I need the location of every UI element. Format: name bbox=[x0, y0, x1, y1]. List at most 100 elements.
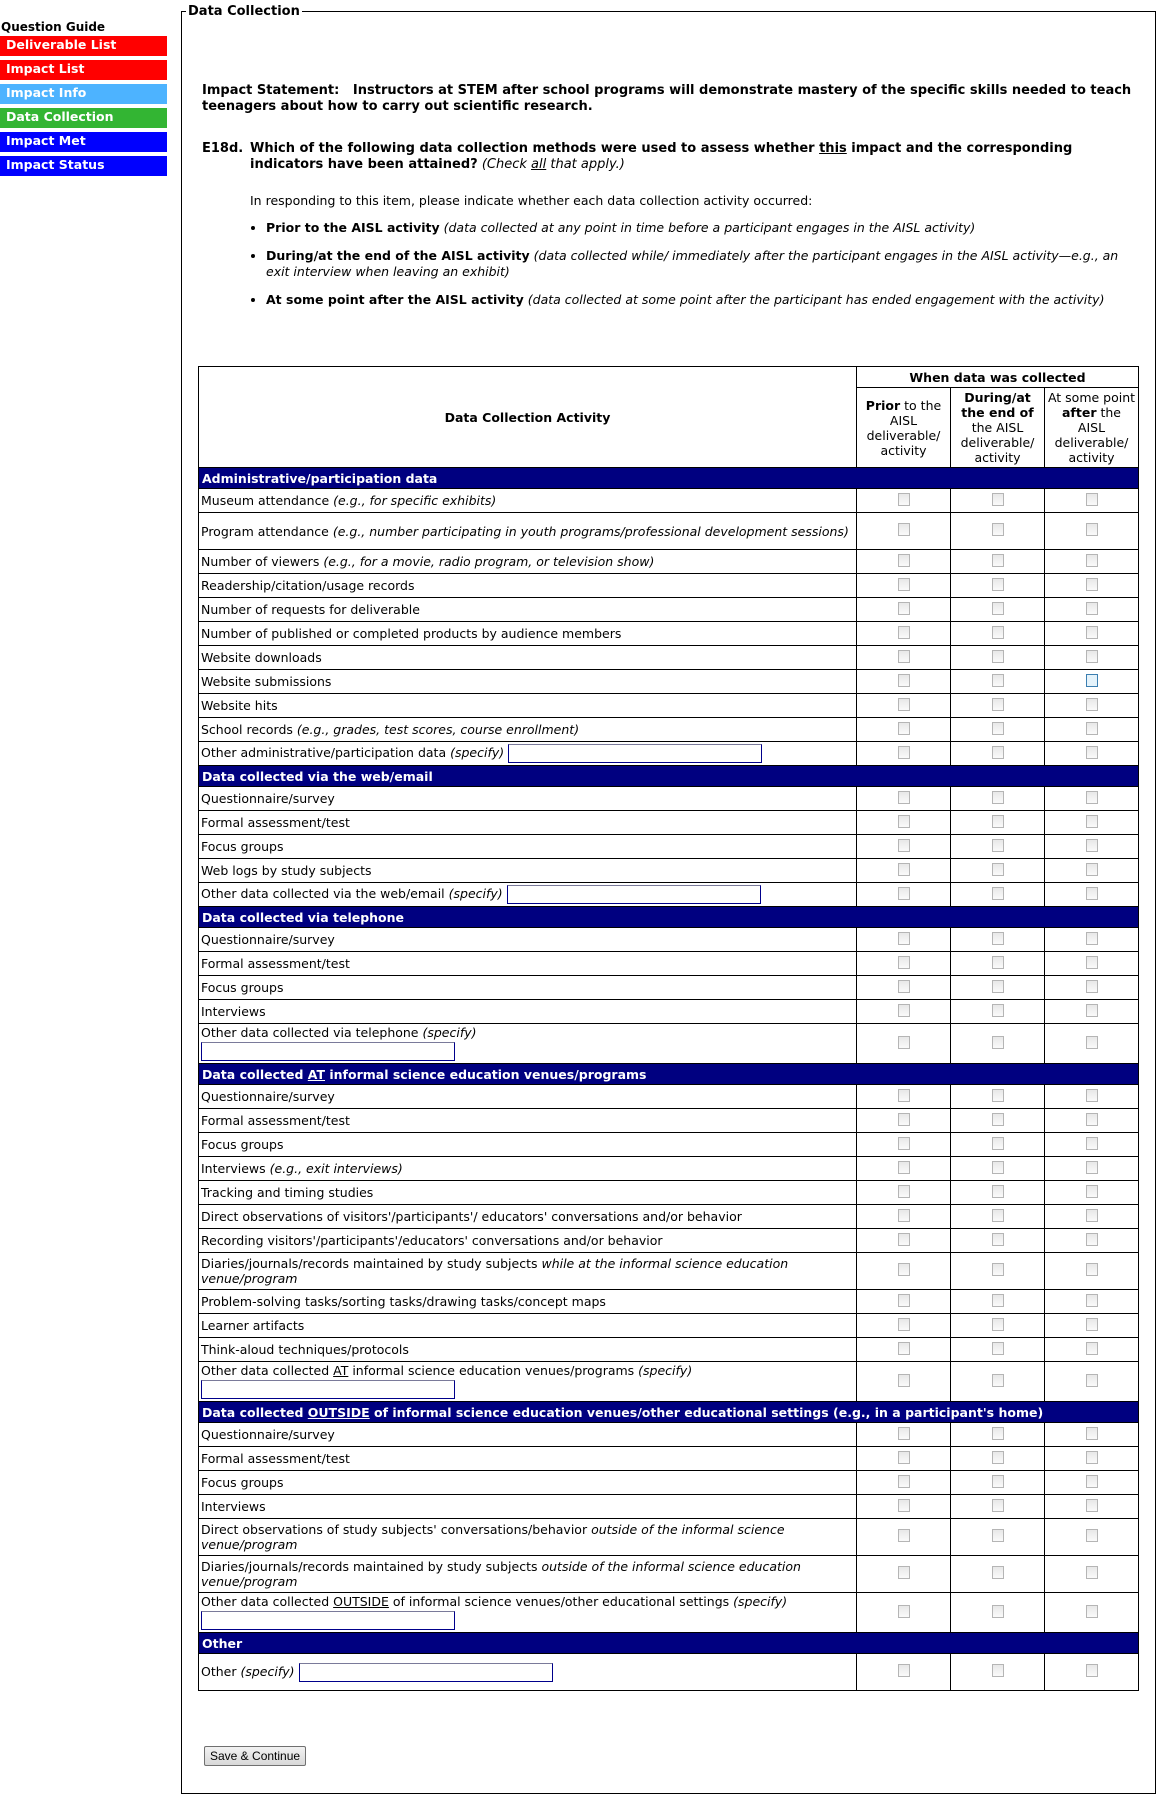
checkbox-prior[interactable] bbox=[897, 862, 910, 876]
checkbox-after[interactable] bbox=[1085, 1112, 1098, 1126]
checkbox-after[interactable] bbox=[1085, 1088, 1098, 1102]
checkbox-prior[interactable] bbox=[897, 1450, 910, 1464]
checkbox-during[interactable] bbox=[991, 697, 1004, 711]
checkbox-prior[interactable] bbox=[897, 1136, 910, 1150]
checkbox-prior[interactable] bbox=[897, 1184, 910, 1198]
checkbox-after[interactable] bbox=[1085, 814, 1098, 828]
checkbox-prior[interactable] bbox=[897, 1341, 910, 1355]
specify-input[interactable] bbox=[508, 744, 763, 763]
checkbox-after[interactable] bbox=[1085, 1003, 1098, 1017]
checkbox-after[interactable] bbox=[1085, 979, 1098, 993]
checkbox-prior[interactable] bbox=[897, 979, 910, 993]
checkbox-during[interactable] bbox=[991, 1426, 1004, 1440]
checkbox-prior[interactable] bbox=[897, 814, 910, 828]
checkbox-prior[interactable] bbox=[897, 649, 910, 663]
specify-input[interactable] bbox=[201, 1611, 455, 1630]
checkbox-during[interactable] bbox=[991, 1003, 1004, 1017]
checkbox-after[interactable] bbox=[1085, 838, 1098, 852]
checkbox-prior[interactable] bbox=[897, 1426, 910, 1440]
checkbox-during[interactable] bbox=[991, 492, 1004, 506]
nav-impact-met[interactable]: Impact Met bbox=[0, 132, 167, 152]
checkbox-after[interactable] bbox=[1085, 1498, 1098, 1512]
checkbox-prior[interactable] bbox=[897, 492, 910, 506]
checkbox-during[interactable] bbox=[991, 1664, 1004, 1677]
nav-deliverable-list[interactable]: Deliverable List bbox=[0, 36, 167, 56]
checkbox-during[interactable] bbox=[991, 1088, 1004, 1102]
checkbox-after[interactable] bbox=[1085, 721, 1098, 735]
specify-input[interactable] bbox=[201, 1380, 455, 1399]
checkbox-prior[interactable] bbox=[897, 1088, 910, 1102]
checkbox-after[interactable] bbox=[1085, 1426, 1098, 1440]
checkbox-prior[interactable] bbox=[897, 886, 910, 900]
checkbox-prior[interactable] bbox=[897, 1293, 910, 1307]
checkbox-prior[interactable] bbox=[897, 1263, 910, 1276]
checkbox-prior[interactable] bbox=[897, 673, 910, 687]
checkbox-during[interactable] bbox=[991, 1160, 1004, 1174]
checkbox-prior[interactable] bbox=[897, 1474, 910, 1488]
checkbox-during[interactable] bbox=[991, 1112, 1004, 1126]
checkbox-during[interactable] bbox=[991, 1317, 1004, 1331]
checkbox-after[interactable] bbox=[1085, 673, 1098, 687]
checkbox-during[interactable] bbox=[991, 1341, 1004, 1355]
checkbox-during[interactable] bbox=[991, 523, 1004, 536]
checkbox-prior[interactable] bbox=[897, 1373, 910, 1387]
checkbox-after[interactable] bbox=[1085, 862, 1098, 876]
checkbox-during[interactable] bbox=[991, 553, 1004, 567]
checkbox-during[interactable] bbox=[991, 790, 1004, 804]
checkbox-after[interactable] bbox=[1085, 1604, 1098, 1618]
checkbox-prior[interactable] bbox=[897, 1003, 910, 1017]
checkbox-prior[interactable] bbox=[897, 1604, 910, 1618]
checkbox-after[interactable] bbox=[1085, 1293, 1098, 1307]
checkbox-during[interactable] bbox=[991, 979, 1004, 993]
checkbox-after[interactable] bbox=[1085, 1664, 1098, 1677]
checkbox-prior[interactable] bbox=[897, 721, 910, 735]
checkbox-during[interactable] bbox=[991, 673, 1004, 687]
checkbox-during[interactable] bbox=[991, 625, 1004, 639]
checkbox-prior[interactable] bbox=[897, 1112, 910, 1126]
checkbox-prior[interactable] bbox=[897, 577, 910, 591]
checkbox-after[interactable] bbox=[1085, 601, 1098, 615]
checkbox-during[interactable] bbox=[991, 838, 1004, 852]
checkbox-after[interactable] bbox=[1085, 1474, 1098, 1488]
specify-input[interactable] bbox=[298, 1662, 553, 1682]
checkbox-prior[interactable] bbox=[897, 697, 910, 711]
checkbox-after[interactable] bbox=[1085, 553, 1098, 567]
checkbox-after[interactable] bbox=[1085, 577, 1098, 591]
checkbox-during[interactable] bbox=[991, 1498, 1004, 1512]
checkbox-during[interactable] bbox=[991, 1293, 1004, 1307]
checkbox-after[interactable] bbox=[1085, 1136, 1098, 1150]
checkbox-after[interactable] bbox=[1085, 955, 1098, 969]
checkbox-during[interactable] bbox=[991, 1184, 1004, 1198]
checkbox-after[interactable] bbox=[1085, 886, 1098, 900]
checkbox-after[interactable] bbox=[1085, 1263, 1098, 1276]
nav-impact-info[interactable]: Impact Info bbox=[0, 84, 167, 104]
checkbox-during[interactable] bbox=[991, 601, 1004, 615]
nav-impact-list[interactable]: Impact List bbox=[0, 60, 167, 80]
checkbox-after[interactable] bbox=[1085, 697, 1098, 711]
checkbox-after[interactable] bbox=[1085, 1450, 1098, 1464]
checkbox-after[interactable] bbox=[1085, 492, 1098, 506]
checkbox-during[interactable] bbox=[991, 1604, 1004, 1618]
checkbox-after[interactable] bbox=[1085, 1232, 1098, 1246]
checkbox-prior[interactable] bbox=[897, 1566, 910, 1579]
checkbox-prior[interactable] bbox=[897, 1498, 910, 1512]
checkbox-after[interactable] bbox=[1085, 1184, 1098, 1198]
checkbox-prior[interactable] bbox=[897, 1529, 910, 1542]
checkbox-prior[interactable] bbox=[897, 1208, 910, 1222]
checkbox-during[interactable] bbox=[991, 1263, 1004, 1276]
nav-data-collection[interactable]: Data Collection bbox=[0, 108, 167, 128]
checkbox-after[interactable] bbox=[1085, 1373, 1098, 1387]
checkbox-during[interactable] bbox=[991, 1373, 1004, 1387]
checkbox-prior[interactable] bbox=[897, 1160, 910, 1174]
checkbox-after[interactable] bbox=[1085, 649, 1098, 663]
save-continue-button[interactable]: Save & Continue bbox=[204, 1746, 307, 1766]
checkbox-after[interactable] bbox=[1085, 625, 1098, 639]
checkbox-after[interactable] bbox=[1085, 1529, 1098, 1542]
checkbox-during[interactable] bbox=[991, 721, 1004, 735]
checkbox-prior[interactable] bbox=[897, 601, 910, 615]
checkbox-during[interactable] bbox=[991, 814, 1004, 828]
checkbox-during[interactable] bbox=[991, 1529, 1004, 1542]
checkbox-during[interactable] bbox=[991, 1232, 1004, 1246]
checkbox-during[interactable] bbox=[991, 862, 1004, 876]
checkbox-after[interactable] bbox=[1085, 1341, 1098, 1355]
